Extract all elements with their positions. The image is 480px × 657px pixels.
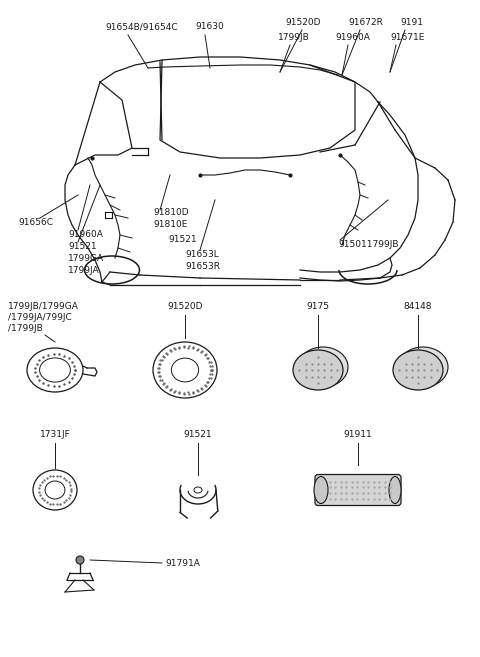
- Text: 1799JB: 1799JB: [278, 33, 310, 42]
- Text: 1799GA: 1799GA: [68, 254, 104, 263]
- Text: 91654B/91654C: 91654B/91654C: [105, 22, 178, 31]
- Text: 91960A: 91960A: [335, 33, 370, 42]
- Text: 91810D: 91810D: [153, 208, 189, 217]
- Text: 84148: 84148: [404, 302, 432, 311]
- Text: 91653L: 91653L: [185, 250, 219, 259]
- Text: 915011799JB: 915011799JB: [338, 240, 398, 249]
- Text: 91791A: 91791A: [165, 558, 200, 568]
- Ellipse shape: [298, 347, 348, 387]
- Text: 91810E: 91810E: [153, 220, 187, 229]
- Ellipse shape: [293, 350, 343, 390]
- Text: 1731JF: 1731JF: [40, 430, 71, 439]
- Text: 91653R: 91653R: [185, 262, 220, 271]
- Text: 91960A: 91960A: [68, 230, 103, 239]
- Ellipse shape: [389, 476, 401, 503]
- Ellipse shape: [76, 556, 84, 564]
- Text: 91520D: 91520D: [167, 302, 203, 311]
- Ellipse shape: [398, 347, 448, 387]
- Text: 9175: 9175: [307, 302, 329, 311]
- Text: 9191: 9191: [400, 18, 423, 27]
- Text: 91521: 91521: [68, 242, 96, 251]
- Text: 91911: 91911: [344, 430, 372, 439]
- Text: 91656C: 91656C: [18, 218, 53, 227]
- Text: 1799JA: 1799JA: [68, 266, 100, 275]
- Ellipse shape: [314, 476, 328, 503]
- Text: 91520D: 91520D: [285, 18, 321, 27]
- Text: 91630: 91630: [195, 22, 224, 31]
- FancyBboxPatch shape: [315, 474, 401, 505]
- Text: 91671E: 91671E: [390, 33, 424, 42]
- Text: 1799JB/1799GA: 1799JB/1799GA: [8, 302, 79, 311]
- Text: 91521: 91521: [168, 235, 197, 244]
- Ellipse shape: [393, 350, 443, 390]
- Text: 91672R: 91672R: [348, 18, 383, 27]
- Text: 91521: 91521: [184, 430, 212, 439]
- Text: /1799JB: /1799JB: [8, 324, 43, 333]
- Text: /1799JA/799JC: /1799JA/799JC: [8, 313, 72, 322]
